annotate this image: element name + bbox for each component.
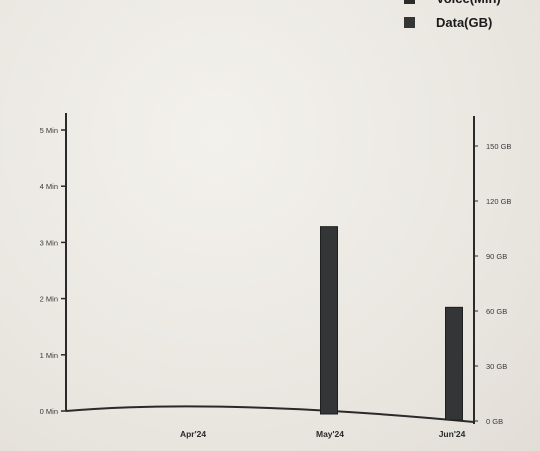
right-tick-label: 150 GB (486, 142, 511, 151)
left-tick-label: 1 Min (40, 351, 58, 360)
right-axis-ticks: 0 GB 30 GB 60 GB 90 GB 120 GB 150 GB (474, 142, 511, 426)
left-tick-label: 0 Min (40, 407, 58, 416)
bar-data-gb (320, 226, 338, 415)
left-axis-ticks: 0 Min 1 Min 2 Min 3 Min 4 Min 5 Min (40, 126, 66, 416)
left-tick-label: 3 Min (40, 238, 58, 247)
legend-label-data-gb: Data(GB) (436, 15, 492, 30)
right-tick-label: 120 GB (486, 197, 511, 206)
category-label: May'24 (316, 429, 344, 439)
category-label: Apr'24 (180, 429, 206, 439)
legend-swatch-voice-min (404, 0, 415, 4)
chart-bars (320, 226, 463, 421)
chart-axes (65, 113, 475, 424)
category-labels: Apr'24 May'24 Jun'24 (180, 429, 466, 439)
right-tick-label: 0 GB (486, 417, 503, 426)
category-label: Jun'24 (439, 429, 466, 439)
chart-legend: Voice(Min) Data(GB) (404, 0, 501, 30)
x-axis-line (65, 405, 475, 423)
bar-data-gb (445, 306, 463, 421)
legend-label-voice-min: Voice(Min) (436, 0, 501, 6)
right-tick-label: 30 GB (486, 362, 507, 371)
right-tick-label: 90 GB (486, 252, 507, 261)
left-tick-label: 5 Min (40, 126, 58, 135)
left-tick-label: 4 Min (40, 182, 58, 191)
right-tick-label: 60 GB (486, 307, 507, 316)
left-tick-label: 2 Min (40, 295, 58, 304)
legend-swatch-data-gb (404, 17, 415, 28)
